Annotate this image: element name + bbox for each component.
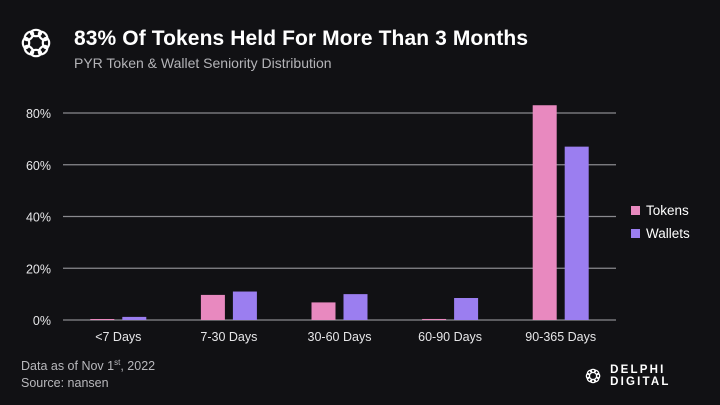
bar-wallets-1 [232,291,257,320]
bar-tokens-1 [200,294,225,320]
bar-tokens-2 [311,302,336,320]
data-date-note: Data as of Nov 1st, 2022 [21,358,155,373]
legend-label-tokens: Tokens [646,203,689,218]
y-tick-label: 20% [26,262,51,276]
chart-title: 83% Of Tokens Held For More Than 3 Month… [74,27,529,50]
legend-item-tokens: Tokens [631,199,690,222]
brand-logo: DELPHI DIGITAL [584,364,720,388]
bar-wallets-4 [564,146,589,320]
x-tick-label: 60-90 Days [418,330,482,344]
chart-subtitle: PYR Token & Wallet Seniority Distributio… [74,55,332,71]
date-sup: st [114,358,121,367]
bar-tokens-4 [532,105,557,320]
x-tick-label: <7 Days [95,330,141,344]
legend-label-wallets: Wallets [646,226,690,241]
legend-swatch-wallets [631,229,640,238]
brand-name: DELPHI DIGITAL [610,364,671,388]
delphi-knot-icon [585,368,601,384]
x-tick-label: 90-365 Days [525,330,596,344]
bar-wallets-3 [454,298,479,320]
bar-tokens-0 [90,319,115,320]
bar-wallets-0 [122,316,147,320]
delphi-logo-icon [21,28,51,58]
date-prefix: Data as of Nov 1 [21,359,115,374]
y-tick-label: 40% [26,211,51,225]
y-tick-label: 80% [26,107,51,121]
x-tick-label: 7-30 Days [200,330,257,344]
legend-item-wallets: Wallets [631,222,690,245]
bar-tokens-3 [422,318,447,320]
x-tick-label: 30-60 Days [308,330,372,344]
y-tick-label: 60% [26,159,51,173]
date-suffix: , 2022 [120,359,156,374]
bar-wallets-2 [343,294,368,320]
source-note: Source: nansen [21,376,109,390]
legend: Tokens Wallets [631,199,690,245]
legend-swatch-tokens [631,206,640,215]
y-tick-label: 0% [33,314,51,328]
